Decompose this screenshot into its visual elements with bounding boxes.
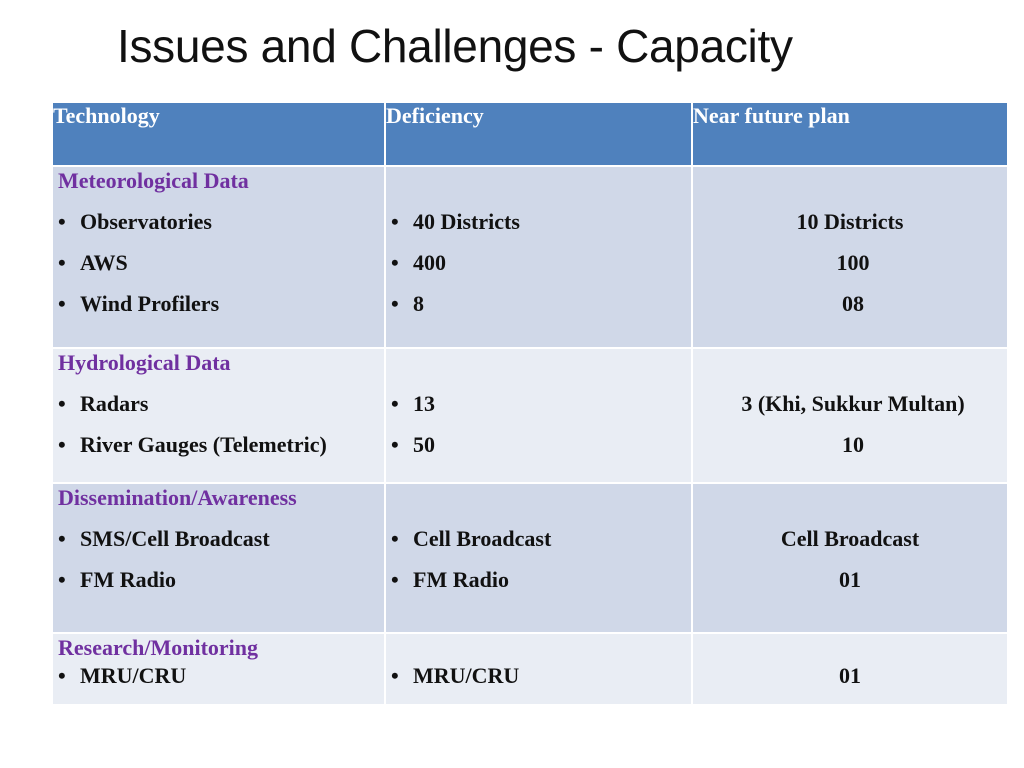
plan-text: 3 (Khi, Sukkur Multan) bbox=[741, 391, 965, 416]
deficiency-cell: • Cell Broadcast • FM Radio bbox=[384, 482, 693, 634]
item-text: SMS/Cell Broadcast bbox=[80, 526, 270, 551]
item-text: 13 bbox=[413, 391, 435, 416]
bullet: • bbox=[391, 291, 399, 316]
table-row-research: Research/Monitoring • MRU/CRU • MRU/CRU 01 bbox=[51, 632, 1009, 706]
bullet: • bbox=[58, 432, 66, 457]
bullet: • bbox=[391, 567, 399, 592]
plan-text: 10 bbox=[842, 432, 864, 457]
plan-value: 01 bbox=[693, 663, 1007, 689]
deficiency-cell: • 40 Districts • 400 • 8 bbox=[384, 165, 693, 349]
plan-text: Cell Broadcast bbox=[780, 526, 920, 551]
plan-value: 08 bbox=[699, 291, 1007, 317]
header-near-future-plan: Near future plan bbox=[691, 101, 1009, 167]
plan-text: 01 bbox=[839, 567, 861, 592]
bullet: • bbox=[58, 391, 66, 416]
plan-cell: 01 bbox=[691, 632, 1009, 706]
plan-text: 01 bbox=[839, 663, 861, 688]
item-text: MRU/CRU bbox=[80, 663, 187, 688]
header-technology: Technology bbox=[51, 101, 386, 167]
bullet: • bbox=[58, 250, 66, 275]
bullet: • bbox=[58, 291, 66, 316]
item-text: 40 Districts bbox=[413, 209, 520, 234]
deficiency-cell: • 13 • 50 bbox=[384, 347, 693, 484]
bullet: • bbox=[58, 663, 66, 688]
technology-cell: Research/Monitoring • MRU/CRU bbox=[51, 632, 386, 706]
plan-value: 100 bbox=[699, 250, 1007, 276]
item-text: Wind Profilers bbox=[80, 291, 220, 316]
bullet: • bbox=[58, 526, 66, 551]
item-text: 8 bbox=[413, 291, 424, 316]
plan-text: 100 bbox=[836, 250, 870, 275]
table-header-row: Technology Deficiency Near future plan bbox=[51, 101, 1009, 167]
bullet: • bbox=[391, 391, 399, 416]
category-label: Meteorological Data bbox=[58, 168, 249, 193]
item-text: AWS bbox=[80, 250, 128, 275]
bullet: • bbox=[391, 526, 399, 551]
plan-value: Cell Broadcast bbox=[693, 526, 1007, 552]
plan-text: 08 bbox=[842, 291, 864, 316]
item-text: FM Radio bbox=[413, 567, 509, 592]
deficiency-cell: • MRU/CRU bbox=[384, 632, 693, 706]
table-row-hydrological: Hydrological Data • Radars • River Gauges … bbox=[51, 347, 1009, 484]
category-label: Dissemination/Awareness bbox=[58, 485, 297, 510]
table-row-dissemination: Dissemination/Awareness • SMS/Cell Broadc… bbox=[51, 482, 1009, 634]
category-label: Research/Monitoring bbox=[58, 635, 259, 660]
item-text: FM Radio bbox=[80, 567, 176, 592]
bullet: • bbox=[58, 209, 66, 234]
plan-value: 10 Districts bbox=[693, 209, 1007, 235]
technology-cell: Dissemination/Awareness • SMS/Cell Broadc… bbox=[51, 482, 386, 634]
plan-cell: Cell Broadcast 01 bbox=[691, 482, 1009, 634]
header-deficiency: Deficiency bbox=[384, 101, 693, 167]
plan-cell: 3 (Khi, Sukkur Multan) 10 bbox=[691, 347, 1009, 484]
plan-cell: 10 Districts 100 08 bbox=[691, 165, 1009, 349]
plan-value: 01 bbox=[693, 567, 1007, 593]
technology-cell: Hydrological Data • Radars • River Gauges … bbox=[51, 347, 386, 484]
bullet: • bbox=[391, 250, 399, 275]
item-text: MRU/CRU bbox=[413, 663, 520, 688]
table-row-meteorological: Meteorological Data • Observatories • AWS … bbox=[51, 165, 1009, 349]
slide-title: Issues and Challenges - Capacity bbox=[117, 20, 793, 72]
plan-text: 10 Districts bbox=[796, 209, 904, 234]
item-text: Observatories bbox=[80, 209, 212, 234]
plan-value: 3 (Khi, Sukkur Multan) bbox=[699, 391, 1007, 417]
item-text: River Gauges (Telemetric) bbox=[80, 432, 327, 457]
item-text: 400 bbox=[413, 250, 446, 275]
bullet: • bbox=[58, 567, 66, 592]
bullet: • bbox=[391, 209, 399, 234]
bullet: • bbox=[391, 663, 399, 688]
category-label: Hydrological Data bbox=[58, 350, 231, 375]
item-text: 50 bbox=[413, 432, 435, 457]
capacity-table: Technology Deficiency Near future plan M… bbox=[51, 101, 1009, 706]
plan-value: 10 bbox=[699, 432, 1007, 458]
item-text: Cell Broadcast bbox=[413, 526, 552, 551]
bullet: • bbox=[391, 432, 399, 457]
technology-cell: Meteorological Data • Observatories • AWS … bbox=[51, 165, 386, 349]
item-text: Radars bbox=[80, 391, 149, 416]
